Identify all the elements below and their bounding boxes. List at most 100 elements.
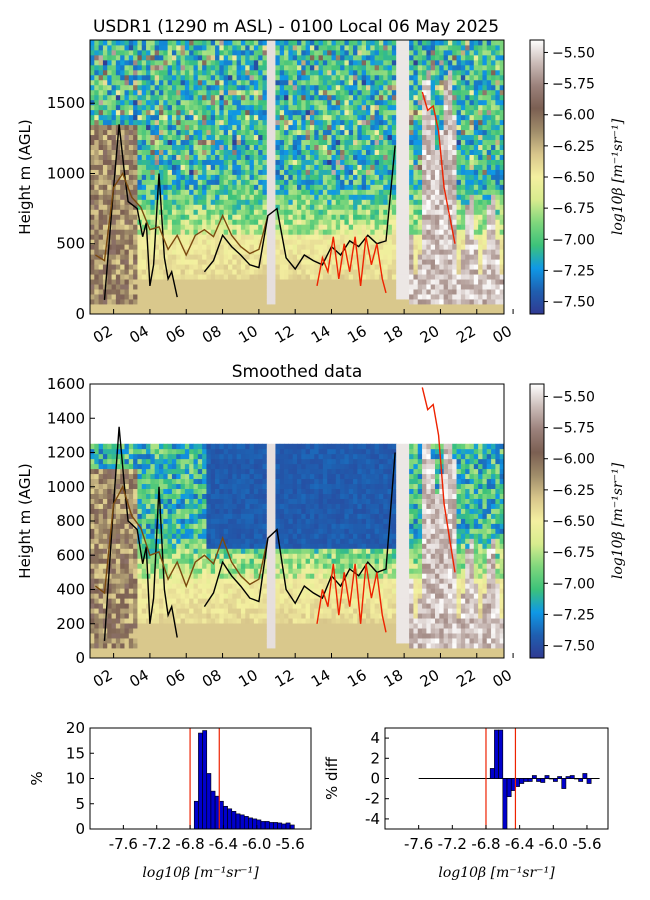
- x-axis-label: log10β [m⁻¹sr⁻¹]: [142, 865, 259, 881]
- histogram-bar: [231, 811, 237, 830]
- colorbar-gradient: [529, 39, 545, 315]
- colorbar-tick-label: −7.50: [552, 639, 595, 655]
- colorbar-tick-label: −6.75: [552, 545, 595, 561]
- colorbar-tick-label: −7.25: [552, 607, 595, 623]
- y-tick-label: 1400: [47, 409, 85, 427]
- histogram-bar: [515, 778, 520, 787]
- histogram-bar: [260, 821, 266, 830]
- colorbar-tick-label: −7.50: [552, 295, 595, 311]
- colorbar-tick-label: −6.25: [552, 483, 595, 499]
- y-tick-label: 1000: [47, 478, 85, 496]
- x-tick-label: -6.0: [242, 835, 271, 853]
- colorbar-tick-label: −6.50: [552, 170, 595, 186]
- layer-line-3: [316, 236, 387, 294]
- x-tick-label: 18: [381, 322, 407, 347]
- histogram-bar: [561, 778, 567, 789]
- y-tick-label: 10: [66, 770, 85, 788]
- y-tick-label: 0: [370, 770, 380, 788]
- histogram-bar: [519, 778, 525, 784]
- colorbar-label: log10β [m⁻¹sr⁻¹]: [610, 118, 626, 235]
- top-colorbar: −5.50 −5.75 −6.00 −6.25 −6.50 −6.75 −7.00 −7.25…: [529, 39, 626, 315]
- colorbar-tick-label: −7.00: [552, 576, 595, 592]
- top-x-ticks: 02 04 06 08 10 12 14 16 18 20 22 00: [90, 309, 515, 347]
- y-tick-label: 400: [56, 581, 85, 599]
- histogram-bar: [264, 821, 270, 830]
- y-tick-label: 0: [75, 820, 85, 838]
- colorbar-tick-label: −5.50: [552, 45, 595, 61]
- y-tick-label: 500: [56, 235, 85, 253]
- top-y-ticks: 0 500 1000 1500: [47, 94, 95, 323]
- x-tick-label: 16: [344, 666, 370, 691]
- layer-line-1: [95, 171, 269, 262]
- x-tick-label: -6.0: [539, 835, 568, 853]
- x-tick-label: 20: [417, 666, 443, 691]
- y-tick-label: 20: [66, 719, 85, 737]
- histogram-bar: [548, 778, 554, 780]
- x-tick-label: -5.6: [572, 835, 601, 853]
- y-tick-label: 1600: [47, 375, 85, 393]
- y-tick-label: 1000: [47, 164, 85, 182]
- histogram-bar: [557, 776, 563, 779]
- y-tick-label: 15: [66, 744, 85, 762]
- histogram-bar: [273, 822, 278, 830]
- layer-line-4: [421, 387, 456, 573]
- x-tick-label: 20: [417, 322, 443, 347]
- y-axis-label: % diff: [323, 756, 341, 800]
- x-tick-label: 08: [199, 322, 225, 347]
- histogram-bar: [498, 729, 504, 779]
- smooth-y-ticks: 0 200 400 600 800 1000 1200 1400 1600: [47, 375, 95, 667]
- histogram-bar: [510, 778, 516, 791]
- colorbar-tick-label: −5.50: [552, 389, 595, 405]
- x-tick-label: -6.4: [505, 835, 534, 853]
- x-tick-label: -7.6: [404, 835, 433, 853]
- histogram-bar: [565, 776, 571, 779]
- x-tick-label: 12: [272, 322, 298, 347]
- histogram-bar: [198, 732, 203, 830]
- histogram-bar: [210, 790, 216, 830]
- colorbar-tick-label: −6.50: [552, 514, 595, 530]
- main-title: USDR1 (1290 m ASL) - 0100 Local 06 May 2…: [93, 17, 499, 37]
- histogram-bar: [214, 795, 220, 830]
- colorbar-tick-label: −7.25: [552, 263, 595, 279]
- y-tick-label: 2: [370, 749, 380, 767]
- x-tick-label: 02: [90, 322, 116, 347]
- histogram-bar: [544, 775, 550, 779]
- x-tick-label: 08: [199, 666, 225, 691]
- histogram-bar: [252, 818, 258, 830]
- histogram-bar: [574, 778, 579, 780]
- smooth-chart-title: Smoothed data: [232, 362, 363, 382]
- histogram-bar: [502, 778, 508, 830]
- y-axis-label: %: [28, 771, 46, 785]
- colorbar-tick-label: −5.75: [552, 421, 595, 437]
- histogram-bar: [552, 778, 558, 782]
- x-tick-label: 06: [163, 666, 189, 691]
- x-tick-label: -7.2: [142, 835, 171, 853]
- histogram-bar: [285, 822, 291, 830]
- layer-line-0: [103, 426, 178, 641]
- x-tick-label: 06: [163, 322, 189, 347]
- histogram-bar: [277, 822, 283, 830]
- x-tick-label: 04: [126, 322, 152, 347]
- x-tick-label: -6.4: [209, 835, 238, 853]
- histogram-bar: [223, 805, 228, 830]
- y-tick-label: -2: [365, 790, 380, 808]
- histogram-bar: [536, 778, 541, 782]
- colorbar-label: log10β [m⁻¹sr⁻¹]: [610, 462, 626, 579]
- smoothed-layer-lines: [94, 387, 456, 641]
- colorbar-tick-label: −5.75: [552, 77, 595, 93]
- y-tick-label: 0: [75, 649, 85, 667]
- histogram-bar: [239, 814, 245, 830]
- histogram-bar: [281, 823, 287, 830]
- smoothed-heatmap: [90, 443, 505, 659]
- x-tick-label: 02: [90, 666, 116, 691]
- histogram-bar: [569, 775, 575, 779]
- histogram-bar: [527, 778, 533, 782]
- colorbar-tick-label: −6.25: [552, 139, 595, 155]
- top-heatmap: [90, 40, 505, 315]
- histogram-bar: [248, 817, 253, 830]
- histogram-percent-diff: 4 2 0 -2 -4 -7.6 -7.2 -6.8 -6.4 -6.0 -5.6 log10β [m…: [323, 727, 609, 881]
- x-tick-label: 14: [308, 666, 334, 691]
- colorbar-tick-label: −6.00: [552, 452, 595, 468]
- x-tick-label: -6.8: [175, 835, 204, 853]
- x-tick-label: -7.2: [438, 835, 467, 853]
